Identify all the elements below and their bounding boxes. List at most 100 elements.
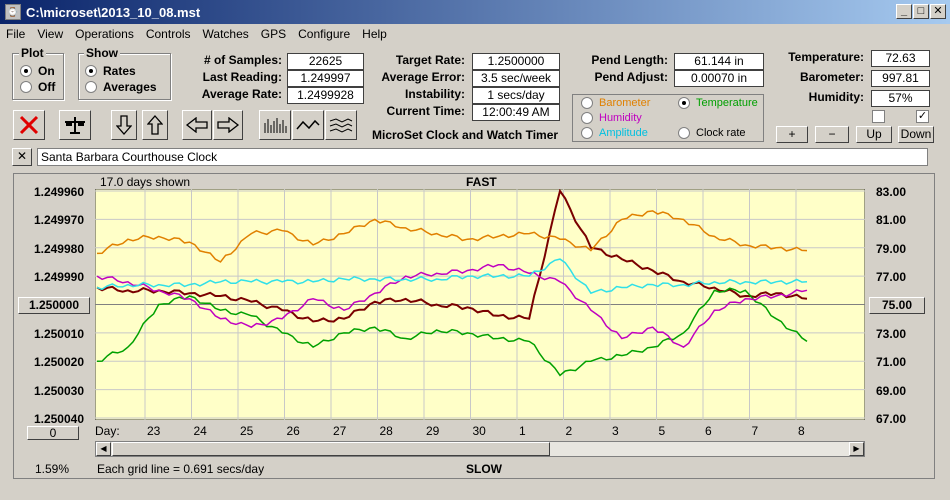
menu-gps[interactable]: GPS: [260, 27, 287, 41]
target-rate-field[interactable]: 1.2500000: [472, 53, 560, 70]
instability-field: 1 secs/day: [472, 87, 560, 104]
barometer-label: Barometer:: [799, 70, 864, 84]
menu-configure[interactable]: Configure: [298, 27, 351, 41]
balance-button[interactable]: [59, 110, 91, 140]
pend-adjust-label: Pend Adjust:: [594, 70, 668, 84]
x-tick-label: 5: [658, 424, 666, 438]
scroll-right-icon[interactable]: ▶: [849, 442, 864, 456]
title-bar[interactable]: ⌚ C:\microset\2013_10_08.mst _ □ ✕: [0, 0, 950, 24]
plus-button[interactable]: +: [776, 126, 808, 143]
right-arrow-button[interactable]: [213, 110, 243, 140]
menu-view[interactable]: View: [37, 27, 64, 41]
show-rates-radio[interactable]: Rates: [85, 64, 136, 78]
current-time-label: Current Time:: [386, 104, 465, 118]
show-group-title: Show: [84, 46, 120, 60]
y-tick-left: 1.250020: [33, 355, 84, 369]
y-tick-right: 71.00: [876, 355, 907, 369]
series-clock-rate-radio[interactable]: Clock rate: [678, 127, 746, 139]
maximize-button[interactable]: □: [913, 4, 929, 19]
radio-icon: [20, 65, 32, 77]
up-arrow-button[interactable]: [142, 110, 168, 140]
menu-watches[interactable]: Watches: [202, 27, 249, 41]
series-select-group: Barometer Temperature Humidity Amplitude…: [572, 94, 764, 142]
slow-label: SLOW: [466, 462, 502, 476]
radio-icon: [581, 127, 593, 139]
menu-bar: File View Operations Controls Watches GP…: [0, 24, 950, 44]
multiline-view-button[interactable]: [325, 110, 357, 140]
up-button[interactable]: Up: [856, 126, 892, 143]
left-arrow-button[interactable]: [182, 110, 212, 140]
y-tick-right: 79.00: [876, 242, 907, 256]
y-tick-right: 77.00: [876, 270, 907, 284]
humidity-label: Humidity:: [808, 90, 864, 104]
minus-button[interactable]: −: [815, 126, 849, 143]
menu-file[interactable]: File: [6, 27, 26, 41]
fast-label: FAST: [466, 175, 497, 189]
x-tick-label: 25: [240, 424, 254, 438]
radio-icon: [85, 65, 97, 77]
clear-button[interactable]: [13, 110, 45, 140]
balance-icon: [65, 117, 85, 134]
scroll-left-icon[interactable]: ◀: [96, 442, 111, 456]
plot-off-radio[interactable]: Off: [20, 80, 55, 94]
y-tick-left: 1.250030: [33, 384, 84, 398]
series-amplitude-radio[interactable]: Amplitude: [581, 127, 648, 139]
menu-controls[interactable]: Controls: [145, 27, 191, 41]
down-arrow-button[interactable]: [111, 110, 137, 140]
show-averages-radio[interactable]: Averages: [85, 80, 157, 94]
horizontal-scrollbar[interactable]: ◀ ▶: [95, 441, 865, 457]
option-checkbox-2[interactable]: ✓: [916, 110, 929, 123]
series-temperature-radio[interactable]: Temperature: [678, 97, 758, 109]
option-checkbox-1[interactable]: [872, 110, 885, 123]
y-tick-left: 1.249980: [33, 242, 84, 256]
y-tick-left: 1.250040: [33, 412, 84, 426]
rate-chart[interactable]: [95, 189, 865, 420]
center-rate-button[interactable]: 1.250000: [18, 297, 90, 314]
humidity-field: 57%: [871, 90, 930, 107]
average-error-label: Average Error:: [381, 70, 465, 84]
days-shown-label: 17.0 days shown: [100, 175, 191, 189]
line-view-button[interactable]: [292, 110, 324, 140]
instability-label: Instability:: [404, 87, 465, 101]
pend-length-label: Pend Length:: [591, 53, 668, 67]
y-tick-left: 1.249970: [33, 213, 84, 227]
current-time-field: 12:00:49 AM: [472, 104, 560, 121]
last-reading-field: 1.249997: [287, 70, 364, 87]
window-title: C:\microset\2013_10_08.mst: [26, 4, 201, 20]
grid-note-label: Each grid line = 0.691 secs/day: [97, 462, 265, 476]
series-line-barometer: [96, 210, 808, 263]
series-humidity-radio[interactable]: Humidity: [581, 112, 642, 124]
show-group: [78, 53, 171, 100]
menu-help[interactable]: Help: [362, 27, 387, 41]
x-tick-label: 30: [472, 424, 486, 438]
series-barometer-radio[interactable]: Barometer: [581, 97, 650, 109]
series-line-amplitude: [96, 258, 808, 295]
multi-line-icon: [329, 118, 353, 133]
close-button[interactable]: ✕: [930, 4, 946, 19]
minimize-button[interactable]: _: [896, 4, 912, 19]
down-button[interactable]: Down: [898, 126, 934, 143]
target-rate-label: Target Rate:: [395, 53, 465, 67]
app-subtitle: MicroSet Clock and Watch Timer: [372, 128, 559, 142]
pend-length-field: 61.144 in: [674, 53, 764, 70]
watch-name-field[interactable]: Santa Barbara Courthouse Clock: [37, 148, 928, 166]
average-rate-field: 1.2499928: [287, 87, 364, 104]
average-rate-label: Average Rate:: [201, 87, 282, 101]
temperature-field: 72.63: [871, 50, 930, 67]
x-tick-label: 8: [798, 424, 805, 438]
close-watch-button[interactable]: ✕: [12, 148, 32, 166]
arrow-left-icon: [185, 117, 208, 133]
histogram-view-button[interactable]: [259, 110, 291, 140]
x-tick-label: 7: [751, 424, 759, 438]
plot-on-radio[interactable]: On: [20, 64, 55, 78]
menu-operations[interactable]: Operations: [75, 27, 134, 41]
center-temp-button[interactable]: 75.00: [869, 297, 925, 314]
plot-group-title: Plot: [19, 46, 46, 60]
y-tick-left: 1.249960: [33, 185, 84, 199]
scroll-thumb[interactable]: [112, 442, 550, 456]
radio-icon: [678, 97, 690, 109]
zero-button[interactable]: 0: [27, 426, 79, 440]
x-icon: [19, 115, 39, 135]
samples-label: # of Samples:: [203, 53, 282, 67]
